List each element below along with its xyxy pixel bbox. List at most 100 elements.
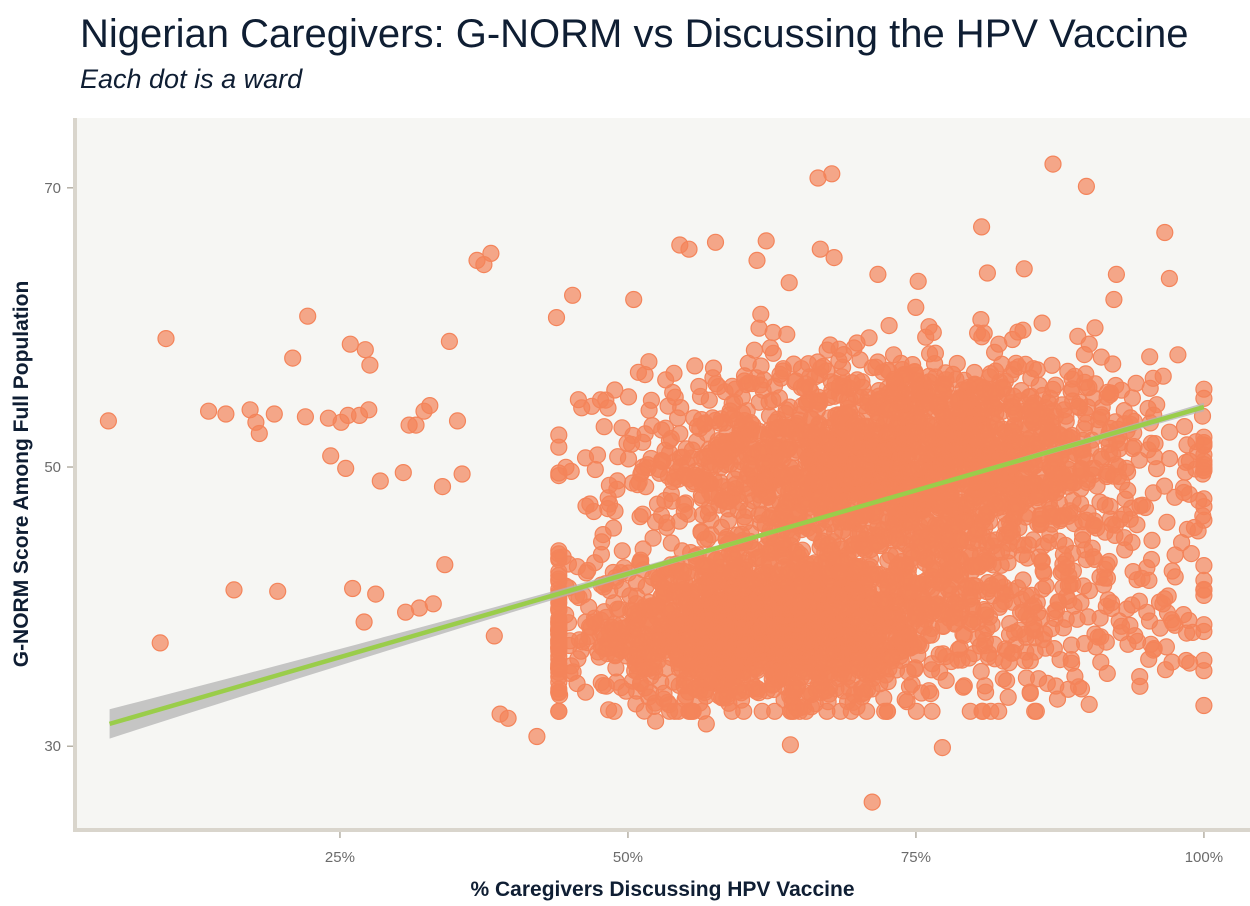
scatter-point [1032,506,1051,525]
scatter-point [920,434,938,453]
scatter-point [1017,415,1035,433]
scatter-point [1182,544,1200,563]
scatter-point [938,551,956,569]
scatter-point [741,414,760,432]
scatter-point [861,447,879,465]
x-axis-ticks: 25% 50% 75% 100% [325,832,1223,866]
y-axis-title: G-NORM Score Among Full Population [10,281,33,668]
scatter-point [874,457,892,475]
scatter-point [731,493,749,511]
scatter-point [704,369,722,387]
scatter-point [1148,396,1166,414]
scatter-point [1190,492,1208,510]
scatter-point [1049,480,1067,498]
scatter-point [585,502,603,521]
scatter-point [1008,498,1026,516]
scatter-point [1025,394,1044,412]
scatter-point [793,593,811,611]
scatter-point [963,557,982,576]
scatter-point [605,702,623,720]
scatter-point [952,400,971,418]
scatter-point [1022,369,1040,387]
scatter-point [880,400,898,418]
scatter-point [697,715,715,733]
scatter-point [217,405,235,423]
scatter-point [841,600,860,618]
scatter-point [1015,260,1033,278]
scatter-point [322,447,340,465]
scatter-point [424,595,442,613]
scatter-point [693,470,712,488]
scatter-point [907,702,926,720]
scatter-point [875,689,893,707]
scatter-point [892,384,910,402]
scatter-point [1077,177,1096,195]
scatter-point [961,702,979,720]
scatter-point [1014,603,1032,621]
scatter-point [618,434,636,452]
scatter-point [1080,695,1098,714]
scatter-point [988,415,1006,433]
scatter-point [436,556,454,574]
scatter-point [1175,483,1193,502]
scatter-point [1107,265,1126,283]
scatter-point [1062,636,1081,654]
scatter-point [866,606,885,624]
scatter-point [849,469,867,487]
scatter-point [269,582,287,600]
scatter-point [869,519,887,537]
scatter-point [1141,348,1159,366]
x-tick-label: 50% [613,849,643,866]
scatter-point [848,334,866,352]
scatter-point [570,631,589,649]
points-layer [99,155,1213,811]
scatter-point [1024,476,1043,494]
scatter-point [1156,223,1174,242]
scatter-point [683,441,702,459]
scatter-point [1009,358,1028,376]
scatter-point [655,684,673,702]
scatter-point [1033,314,1051,332]
scatter-point [681,675,699,693]
scatter-point [857,702,876,720]
scatter-point [550,656,568,674]
scatter-point [1112,381,1131,399]
scatter-point [880,317,898,335]
scatter-point [707,639,725,657]
scatter-point [421,397,439,415]
scatter-point [787,632,805,650]
scatter-point [151,634,169,652]
scatter-point [934,617,953,635]
chart-title: Nigerian Caregivers: G-NORM vs Discussin… [80,12,1189,56]
scatter-point [627,618,645,636]
scatter-point [1143,531,1161,550]
scatter-point [975,324,993,342]
scatter-point [866,637,884,656]
scatter-point [635,598,653,616]
scatter-point [1011,434,1029,452]
scatter-point [1086,319,1104,337]
scatter-point [724,548,742,566]
scatter-point [968,519,987,538]
scatter-point [768,645,786,663]
scatter-point [679,505,697,523]
scatter-point [781,736,800,754]
scatter-point [912,684,931,702]
scatter-point [723,662,741,680]
scatter-point [1044,155,1062,173]
scatter-point [1005,405,1024,423]
scatter-point [690,377,708,396]
scatter-point [1001,614,1019,633]
scatter-point [936,364,955,382]
scatter-point [740,374,758,392]
scatter-point [407,416,425,434]
scatter-point [999,688,1017,706]
scatter-point [1142,635,1160,653]
scatter-point [619,388,638,406]
scatter-point [960,414,979,432]
scatter-point [899,663,917,681]
scatter-point [955,677,973,695]
scatter-point [337,459,355,477]
scatter-point [784,681,803,699]
scatter-point [1059,507,1077,525]
